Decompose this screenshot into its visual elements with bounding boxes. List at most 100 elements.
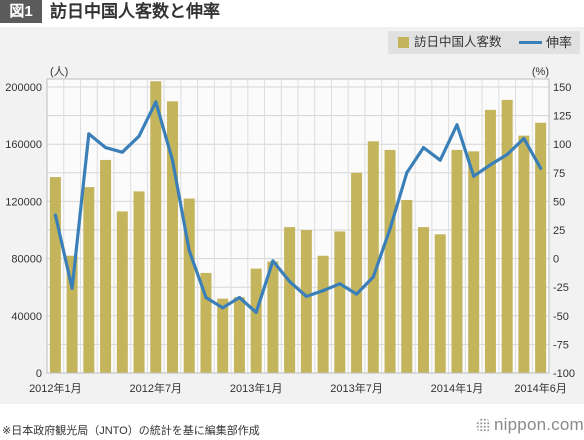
right-axis-tick-label: 50	[553, 196, 565, 208]
left-axis-tick-label: 160000	[5, 139, 42, 151]
visitor-bar	[451, 149, 463, 373]
legend: 訪日中国人客数 伸率	[388, 31, 580, 54]
visitor-bar	[484, 109, 496, 373]
growth-rate-point	[321, 289, 325, 293]
growth-rate-line	[53, 100, 543, 314]
visitor-bars	[49, 81, 547, 374]
visitor-bar	[250, 268, 262, 373]
visitor-bar	[367, 141, 379, 373]
x-axis-tick-label: 2012年7月	[129, 381, 182, 395]
left-axis-tick-label: 80000	[11, 254, 42, 266]
visitor-bar	[83, 187, 95, 373]
growth-rate-point	[171, 158, 174, 162]
growth-rate-point	[288, 279, 292, 283]
right-axis-labels: 150 125 100 75 50 25 0 -25 -50 -75 -100	[553, 82, 575, 380]
left-axis-tick-label: 40000	[11, 311, 42, 323]
growth-rate-point	[120, 150, 124, 154]
growth-rate-point	[237, 295, 241, 299]
bar-swatch-icon	[398, 37, 409, 48]
growth-rate-point	[371, 275, 375, 279]
right-axis-tick-label: -50	[553, 311, 569, 323]
right-axis-tick-label: -25	[553, 282, 569, 294]
growth-rate-point	[104, 146, 108, 150]
visitor-bar	[100, 159, 112, 373]
visitor-bar	[49, 177, 61, 373]
right-axis-tick-label: 25	[553, 225, 565, 237]
growth-rate-points	[53, 100, 543, 314]
growth-rate-point	[405, 171, 409, 175]
growth-rate-point	[422, 146, 425, 150]
growth-rate-point	[87, 132, 91, 136]
growth-rate-point	[271, 259, 275, 263]
growth-rate-point	[539, 166, 543, 170]
growth-rate-point	[355, 292, 359, 296]
left-axis-unit: (人)	[50, 65, 68, 78]
right-axis-tick-label: 0	[553, 254, 559, 266]
right-axis-tick-label: -100	[553, 368, 575, 380]
figure-label: 図1	[0, 0, 42, 23]
visitor-bar	[133, 191, 145, 373]
visitor-bar	[167, 101, 178, 374]
growth-rate-point	[137, 134, 141, 138]
left-axis-tick-label: 120000	[5, 196, 42, 208]
visitor-bar	[200, 272, 212, 373]
visitor-bar	[418, 227, 429, 373]
visitor-bar	[351, 172, 363, 373]
x-axis-tick-label: 2014年1月	[431, 381, 484, 395]
legend-label-growth: 伸率	[546, 35, 573, 50]
growth-rate-point	[438, 158, 442, 162]
right-axis-unit: (%)	[532, 66, 549, 78]
visitor-bar	[468, 151, 480, 373]
x-axis-labels: 2012年1月 2012年7月 2013年1月 2013年7月 2014年1月 2014年…	[29, 381, 567, 395]
x-axis-tick-label: 2013年7月	[330, 381, 383, 395]
growth-rate-point	[254, 310, 258, 314]
visitor-bar	[434, 234, 446, 373]
nippon-logo: nippon.com	[476, 414, 584, 436]
visitor-bar	[300, 230, 312, 373]
x-axis-tick-label: 2013年1月	[230, 381, 283, 395]
x-axis-tick-label: 2014年6月	[514, 381, 567, 395]
growth-rate-point	[522, 136, 526, 140]
visitor-bar	[501, 99, 513, 374]
x-axis-tick-label: 2012年1月	[29, 381, 82, 395]
left-axis-labels: 0 40000 80000 120000 160000 200000	[5, 82, 42, 380]
nippon-dots-icon	[476, 418, 491, 433]
growth-rate-point	[187, 249, 191, 253]
growth-rate-point	[338, 282, 342, 286]
visitor-bar	[317, 255, 329, 373]
visitor-bar	[535, 122, 547, 373]
source-note: ※日本政府観光局（JNTO）の統計を基に編集部作成	[2, 425, 260, 437]
visitor-bar	[284, 227, 296, 373]
growth-rate-point	[70, 286, 74, 290]
visitor-bar	[116, 211, 128, 373]
right-axis-tick-label: 75	[553, 168, 565, 180]
right-axis-tick-label: 100	[553, 139, 571, 151]
visitor-bar	[334, 231, 346, 373]
plot-frame	[46, 78, 550, 374]
growth-rate-point	[505, 152, 509, 156]
right-axis-tick-label: -75	[553, 339, 569, 351]
growth-rate-point	[488, 163, 492, 167]
visitor-bar	[66, 255, 78, 373]
visitor-bar	[518, 135, 530, 373]
visitor-bar	[233, 297, 245, 373]
right-axis-tick-label: 125	[553, 111, 571, 123]
left-axis-tick-label: 0	[36, 368, 42, 380]
growth-rate-point	[221, 306, 225, 310]
growth-rate-point	[304, 294, 308, 298]
visitor-bar	[183, 198, 195, 373]
visitor-bar	[384, 149, 396, 373]
logo-text: nippon.com	[494, 415, 584, 434]
visitor-bar	[267, 261, 279, 373]
figure-header: 図1 訪日中国人客数と伸率	[0, 0, 584, 23]
visitor-bar	[401, 199, 413, 373]
left-axis-tick-label: 200000	[5, 82, 42, 94]
growth-rate-point	[455, 123, 459, 127]
visitor-bar	[217, 298, 229, 373]
growth-rate-point	[472, 174, 476, 178]
growth-rate-point	[388, 227, 392, 231]
growth-rate-point	[53, 213, 57, 217]
chart-title: 訪日中国人客数と伸率	[50, 2, 220, 21]
